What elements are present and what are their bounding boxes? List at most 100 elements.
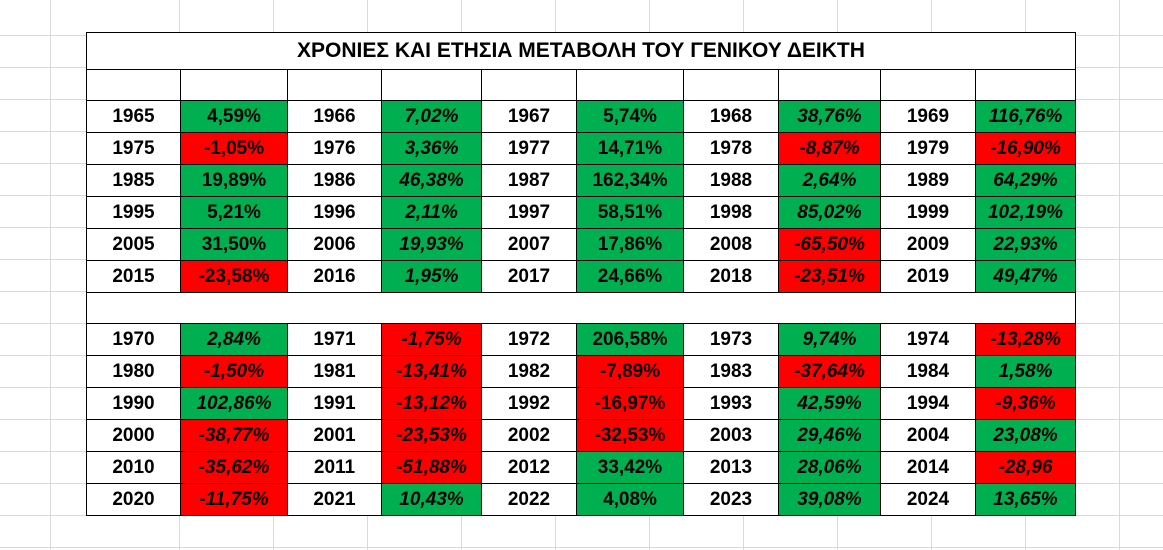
year-cell: 2024 bbox=[880, 483, 976, 516]
year-cell: 2018 bbox=[683, 260, 779, 293]
change-cell: -51,88% bbox=[381, 451, 482, 484]
change-cell: -28,96 bbox=[975, 451, 1076, 484]
empty-cell bbox=[975, 69, 1076, 101]
year-cell: 1991 bbox=[287, 387, 382, 420]
change-cell: -1,05% bbox=[180, 132, 288, 165]
year-cell: 1975 bbox=[86, 132, 181, 165]
year-cell: 1974 bbox=[880, 323, 976, 356]
year-cell: 1981 bbox=[287, 355, 382, 388]
year-cell: 2008 bbox=[683, 228, 779, 261]
change-cell: -8,87% bbox=[778, 132, 881, 165]
change-cell: 1,95% bbox=[381, 260, 482, 293]
year-cell: 2014 bbox=[880, 451, 976, 484]
change-cell: 64,29% bbox=[975, 164, 1076, 197]
empty-cell bbox=[683, 69, 779, 101]
change-cell: 49,47% bbox=[975, 260, 1076, 293]
year-cell: 1967 bbox=[481, 100, 577, 133]
year-cell: 2013 bbox=[683, 451, 779, 484]
year-cell: 1992 bbox=[481, 387, 577, 420]
change-cell: 23,08% bbox=[975, 419, 1076, 452]
year-cell: 1983 bbox=[683, 355, 779, 388]
year-cell: 2001 bbox=[287, 419, 382, 452]
year-cell: 1973 bbox=[683, 323, 779, 356]
year-cell: 1989 bbox=[880, 164, 976, 197]
change-cell: 29,46% bbox=[778, 419, 881, 452]
change-cell: -16,90% bbox=[975, 132, 1076, 165]
change-cell: 24,66% bbox=[576, 260, 684, 293]
empty-cell bbox=[381, 69, 482, 101]
change-cell: 2,84% bbox=[180, 323, 288, 356]
change-cell: 31,50% bbox=[180, 228, 288, 261]
year-cell: 1970 bbox=[86, 323, 181, 356]
change-cell: 2,11% bbox=[381, 196, 482, 229]
change-cell: 2,64% bbox=[778, 164, 881, 197]
year-cell: 1996 bbox=[287, 196, 382, 229]
change-cell: 17,86% bbox=[576, 228, 684, 261]
year-cell: 2021 bbox=[287, 483, 382, 516]
year-cell: 1987 bbox=[481, 164, 577, 197]
year-cell: 2020 bbox=[86, 483, 181, 516]
change-cell: 3,36% bbox=[381, 132, 482, 165]
change-cell: -37,64% bbox=[778, 355, 881, 388]
year-cell: 1969 bbox=[880, 100, 976, 133]
change-cell: 22,93% bbox=[975, 228, 1076, 261]
change-cell: -65,50% bbox=[778, 228, 881, 261]
year-cell: 1980 bbox=[86, 355, 181, 388]
year-cell: 2019 bbox=[880, 260, 976, 293]
table-title: ΧΡΟΝΙΕΣ ΚΑΙ ΕΤΗΣΙΑ ΜΕΤΑΒΟΛΗ ΤΟΥ ΓΕΝΙΚΟΥ … bbox=[86, 32, 1076, 70]
change-cell: -7,89% bbox=[576, 355, 684, 388]
change-cell: -23,51% bbox=[778, 260, 881, 293]
change-cell: 4,59% bbox=[180, 100, 288, 133]
year-cell: 2003 bbox=[683, 419, 779, 452]
year-cell: 1978 bbox=[683, 132, 779, 165]
change-cell: 38,76% bbox=[778, 100, 881, 133]
change-cell: 42,59% bbox=[778, 387, 881, 420]
year-cell: 1977 bbox=[481, 132, 577, 165]
gap-row bbox=[86, 292, 1076, 324]
change-cell: 5,74% bbox=[576, 100, 684, 133]
year-cell: 2012 bbox=[481, 451, 577, 484]
year-cell: 1999 bbox=[880, 196, 976, 229]
year-cell: 1995 bbox=[86, 196, 181, 229]
year-cell: 1979 bbox=[880, 132, 976, 165]
change-cell: -23,58% bbox=[180, 260, 288, 293]
year-cell: 1982 bbox=[481, 355, 577, 388]
change-cell: 1,58% bbox=[975, 355, 1076, 388]
change-cell: 58,51% bbox=[576, 196, 684, 229]
year-cell: 2022 bbox=[481, 483, 577, 516]
change-cell: -13,41% bbox=[381, 355, 482, 388]
year-cell: 1971 bbox=[287, 323, 382, 356]
year-cell: 2007 bbox=[481, 228, 577, 261]
year-cell: 2005 bbox=[86, 228, 181, 261]
change-cell: -23,53% bbox=[381, 419, 482, 452]
change-cell: 28,06% bbox=[778, 451, 881, 484]
year-cell: 1988 bbox=[683, 164, 779, 197]
change-cell: 14,71% bbox=[576, 132, 684, 165]
year-cell: 2017 bbox=[481, 260, 577, 293]
empty-cell bbox=[778, 69, 881, 101]
change-cell: 9,74% bbox=[778, 323, 881, 356]
empty-cell bbox=[180, 69, 288, 101]
empty-cell bbox=[880, 69, 976, 101]
year-cell: 1990 bbox=[86, 387, 181, 420]
year-cell: 1984 bbox=[880, 355, 976, 388]
year-cell: 2006 bbox=[287, 228, 382, 261]
change-cell: 102,19% bbox=[975, 196, 1076, 229]
change-cell: -32,53% bbox=[576, 419, 684, 452]
change-cell: 4,08% bbox=[576, 483, 684, 516]
change-cell: -16,97% bbox=[576, 387, 684, 420]
year-cell: 2011 bbox=[287, 451, 382, 484]
year-cell: 2000 bbox=[86, 419, 181, 452]
year-cell: 1994 bbox=[880, 387, 976, 420]
empty-cell bbox=[481, 69, 577, 101]
year-cell: 2016 bbox=[287, 260, 382, 293]
year-cell: 1968 bbox=[683, 100, 779, 133]
change-cell: 162,34% bbox=[576, 164, 684, 197]
change-cell: 33,42% bbox=[576, 451, 684, 484]
year-cell: 2023 bbox=[683, 483, 779, 516]
change-cell: -13,12% bbox=[381, 387, 482, 420]
change-cell: 39,08% bbox=[778, 483, 881, 516]
year-cell: 1985 bbox=[86, 164, 181, 197]
change-cell: 19,89% bbox=[180, 164, 288, 197]
